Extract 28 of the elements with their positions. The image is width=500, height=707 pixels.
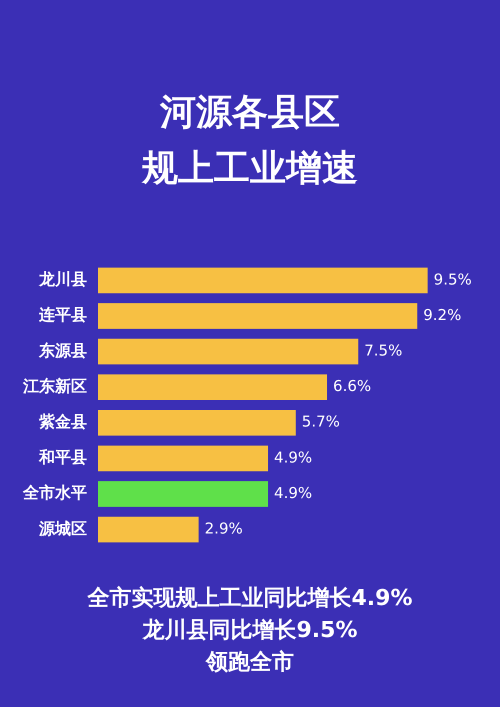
data-label: 2.9% [204,519,243,538]
y-tick-label: 和平县 [38,448,87,467]
y-tick-label: 东源县 [38,340,87,360]
bar [98,446,268,472]
y-tick-label: 源城区 [38,518,87,538]
bar [98,410,296,436]
data-label: 4.9% [274,448,312,466]
y-tick-label: 全市水平 [22,483,87,502]
text: 龙川县同比增长9.5% [141,617,358,645]
bar [98,338,358,364]
y-tick-label: 江东新区 [22,376,87,396]
y-tick-label: 紫金县 [38,412,87,431]
data-label: 9.5% [434,270,472,288]
bar [98,268,428,294]
y-tick-label: 连平县 [38,305,87,324]
y-tick-label: 龙川县 [38,270,87,289]
chart-title: 河源各县区规上工业增速 [140,91,359,191]
bar [98,374,328,400]
bar [98,516,199,542]
data-label: 7.5% [364,341,402,360]
bar [98,481,268,507]
bar [98,303,418,329]
text: 全市实现规上工业同比增长4.9% [86,584,414,613]
text: 领跑全市 [204,648,295,677]
data-label: 9.2% [423,306,462,324]
data-label: 4.9% [274,484,312,502]
data-label: 5.7% [302,412,340,431]
data-label: 6.6% [333,377,372,396]
